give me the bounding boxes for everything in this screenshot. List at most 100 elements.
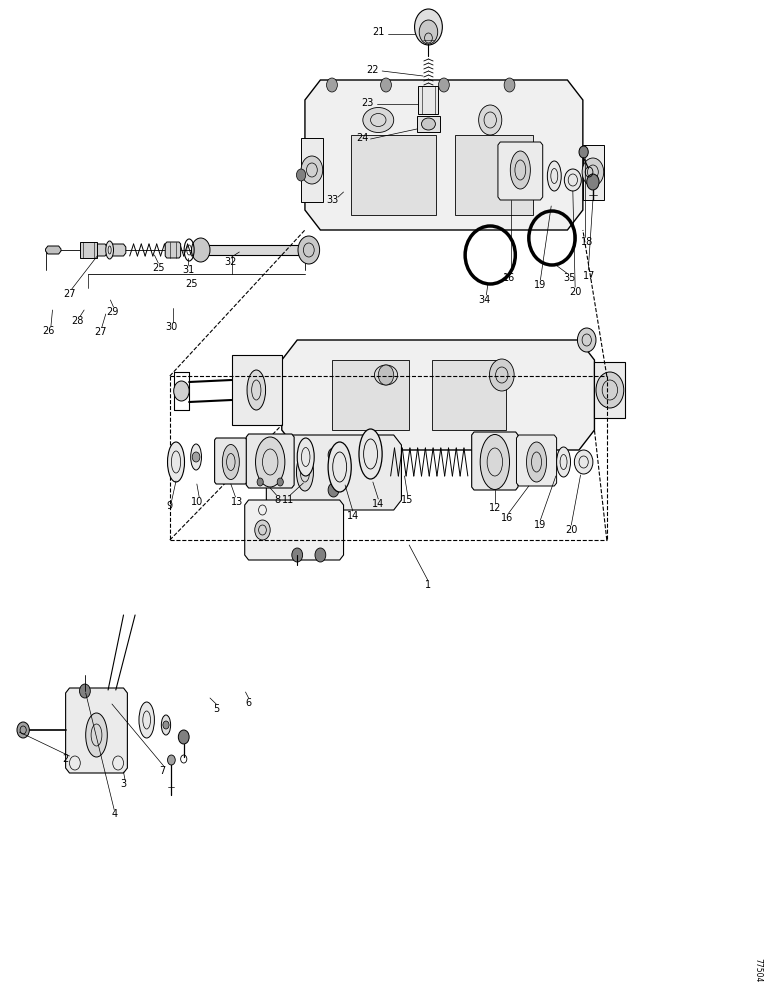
- Text: 2: 2: [63, 754, 69, 764]
- Circle shape: [315, 548, 326, 562]
- Circle shape: [438, 78, 449, 92]
- Text: 16: 16: [503, 273, 516, 283]
- Ellipse shape: [296, 453, 313, 491]
- Text: 28: 28: [71, 316, 83, 326]
- Text: 6: 6: [245, 698, 252, 708]
- Text: 30: 30: [165, 322, 178, 332]
- Text: 10: 10: [191, 497, 203, 507]
- Text: 16: 16: [501, 513, 513, 523]
- Bar: [201, 245, 309, 255]
- Ellipse shape: [527, 442, 547, 482]
- Polygon shape: [46, 246, 61, 254]
- Text: 19: 19: [534, 520, 547, 530]
- Circle shape: [163, 721, 169, 729]
- Text: 18: 18: [581, 237, 593, 247]
- Ellipse shape: [547, 161, 561, 191]
- Circle shape: [587, 174, 599, 190]
- Circle shape: [579, 146, 588, 158]
- Ellipse shape: [256, 437, 285, 487]
- Circle shape: [381, 78, 391, 92]
- Circle shape: [192, 452, 200, 462]
- Circle shape: [489, 359, 514, 391]
- Polygon shape: [165, 242, 181, 258]
- Ellipse shape: [222, 444, 239, 480]
- Polygon shape: [245, 500, 344, 560]
- Circle shape: [596, 372, 624, 408]
- Text: 34: 34: [479, 295, 491, 305]
- Text: 4: 4: [111, 809, 117, 819]
- Text: 33: 33: [326, 195, 338, 205]
- Polygon shape: [594, 362, 625, 418]
- Circle shape: [255, 520, 270, 540]
- Ellipse shape: [161, 715, 171, 735]
- Text: 25: 25: [185, 279, 198, 289]
- Circle shape: [582, 158, 604, 186]
- Circle shape: [378, 365, 394, 385]
- Text: 22: 22: [367, 65, 379, 75]
- Polygon shape: [106, 244, 126, 256]
- Circle shape: [577, 328, 596, 352]
- Bar: [332, 360, 409, 430]
- Circle shape: [298, 236, 320, 264]
- Text: 31: 31: [182, 265, 195, 275]
- Text: 26: 26: [42, 326, 55, 336]
- Circle shape: [292, 548, 303, 562]
- Circle shape: [257, 478, 263, 486]
- Polygon shape: [282, 340, 594, 450]
- Circle shape: [415, 9, 442, 45]
- Circle shape: [479, 105, 502, 135]
- Text: 1: 1: [425, 580, 431, 590]
- Ellipse shape: [363, 107, 394, 132]
- Ellipse shape: [374, 365, 398, 385]
- Circle shape: [564, 169, 581, 191]
- Circle shape: [168, 755, 175, 765]
- Polygon shape: [266, 435, 401, 510]
- Circle shape: [178, 730, 189, 744]
- Text: 19: 19: [534, 280, 547, 290]
- Text: 29: 29: [106, 307, 118, 317]
- Bar: [80, 242, 97, 258]
- Circle shape: [574, 450, 593, 474]
- Ellipse shape: [328, 442, 351, 492]
- Text: 20: 20: [565, 525, 577, 535]
- Text: 23: 23: [361, 98, 374, 108]
- Ellipse shape: [510, 151, 530, 189]
- Polygon shape: [66, 688, 127, 773]
- Bar: [417, 116, 440, 132]
- Polygon shape: [305, 80, 583, 230]
- Ellipse shape: [297, 438, 314, 476]
- Circle shape: [277, 478, 283, 486]
- Circle shape: [301, 156, 323, 184]
- Text: 11: 11: [282, 495, 294, 505]
- Circle shape: [328, 483, 339, 497]
- Ellipse shape: [359, 429, 382, 479]
- Ellipse shape: [86, 713, 107, 757]
- Ellipse shape: [168, 442, 185, 482]
- Polygon shape: [516, 435, 557, 486]
- Circle shape: [191, 238, 210, 262]
- Bar: [432, 360, 506, 430]
- Circle shape: [17, 722, 29, 738]
- Ellipse shape: [106, 241, 113, 259]
- Bar: [455, 135, 533, 215]
- Circle shape: [296, 169, 306, 181]
- Polygon shape: [583, 145, 604, 200]
- Text: 13: 13: [231, 497, 243, 507]
- Text: 9: 9: [166, 501, 172, 511]
- Bar: [351, 135, 436, 215]
- Bar: [418, 86, 438, 114]
- Polygon shape: [246, 434, 294, 488]
- Polygon shape: [215, 438, 247, 484]
- Circle shape: [80, 684, 90, 698]
- Ellipse shape: [480, 434, 510, 489]
- Text: 14: 14: [372, 499, 384, 509]
- Polygon shape: [472, 432, 518, 490]
- Ellipse shape: [422, 118, 435, 130]
- Text: 7: 7: [159, 766, 165, 776]
- Circle shape: [174, 381, 189, 401]
- Polygon shape: [301, 138, 323, 202]
- Text: 14: 14: [347, 511, 359, 521]
- Text: 15: 15: [401, 495, 414, 505]
- Circle shape: [327, 78, 337, 92]
- Text: 21: 21: [372, 27, 384, 37]
